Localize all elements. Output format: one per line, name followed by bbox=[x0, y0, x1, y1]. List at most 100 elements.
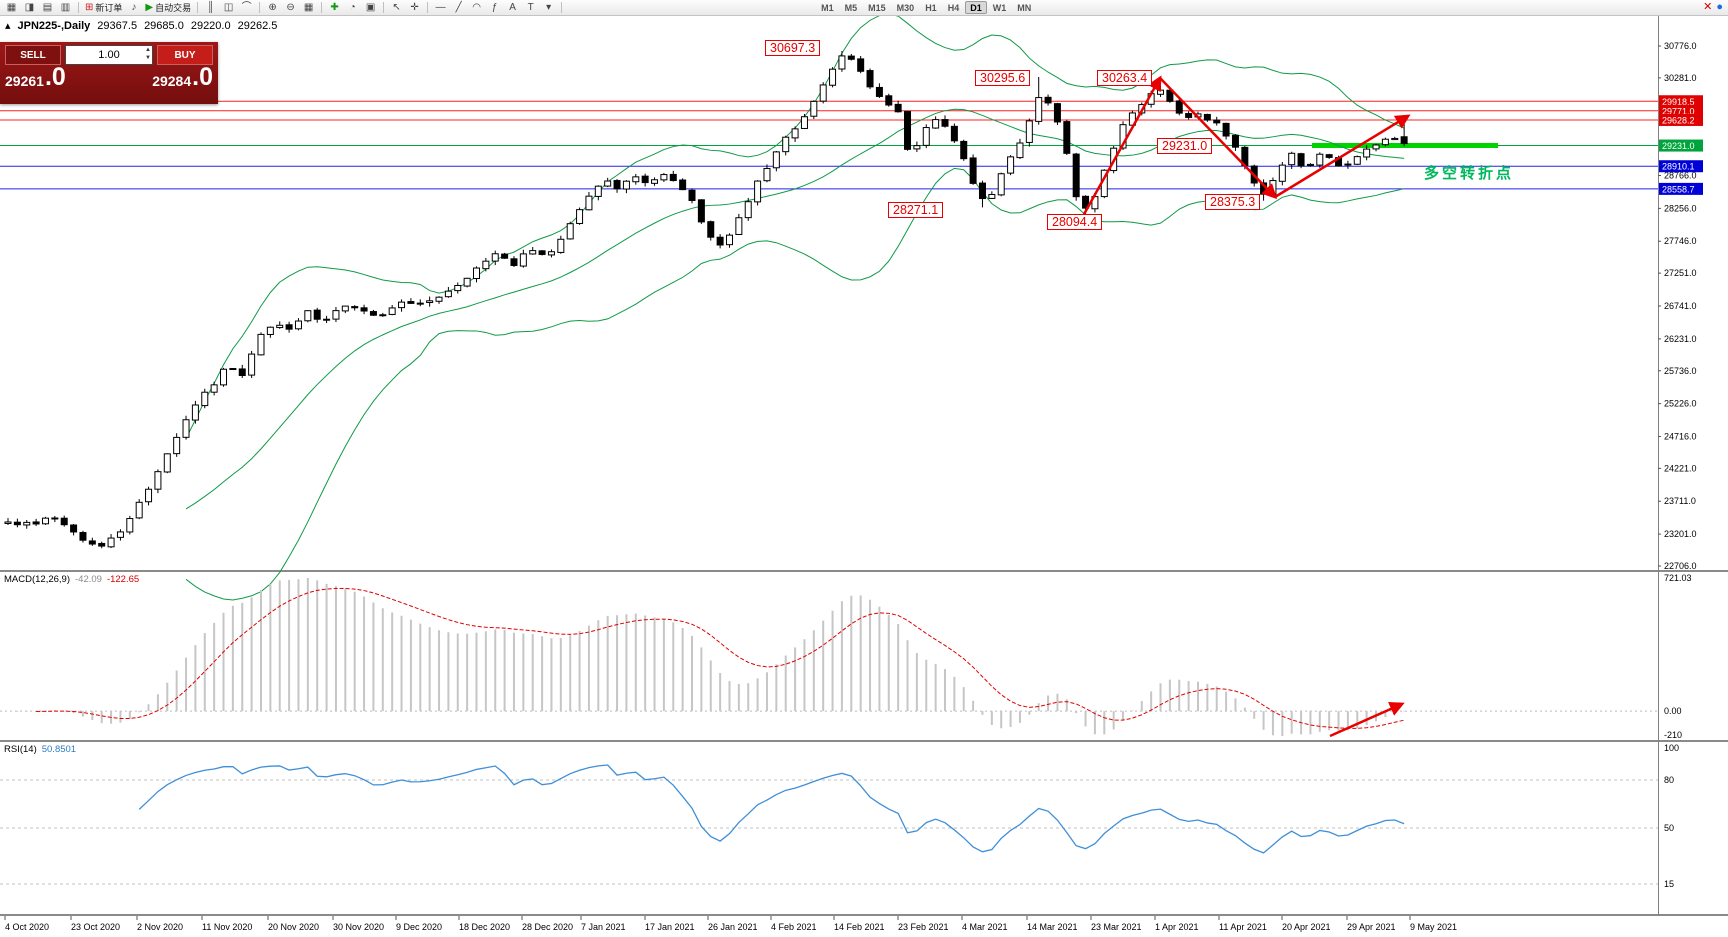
candle bbox=[163, 453, 171, 474]
sound-button[interactable]: ♪ bbox=[125, 1, 142, 15]
volume-field[interactable]: 1.00 ▲ ▼ bbox=[65, 45, 153, 65]
timeframe-mn-button[interactable]: MN bbox=[1017, 2, 1032, 13]
navigator-icon: ▥ bbox=[60, 1, 71, 13]
candle bbox=[1372, 143, 1380, 152]
price-annotation-29231.0[interactable]: 29231.0 bbox=[1157, 138, 1213, 154]
spinner-down-icon[interactable]: ▼ bbox=[145, 55, 151, 61]
candle-body bbox=[576, 209, 584, 224]
line-chart-button[interactable]: ⌒ bbox=[238, 1, 255, 15]
candle bbox=[398, 299, 406, 312]
tile-windows-button[interactable]: ▦ bbox=[300, 1, 317, 15]
candle-body bbox=[491, 253, 499, 262]
candle bbox=[885, 93, 893, 107]
price-annotation-30697.3[interactable]: 30697.3 bbox=[765, 40, 821, 56]
candle-body bbox=[1044, 96, 1052, 104]
periods-button[interactable]: ◔ bbox=[344, 1, 361, 15]
bar-chart-icon: ║ bbox=[207, 1, 215, 13]
volume-spinner[interactable]: ▲ ▼ bbox=[145, 46, 151, 62]
candle-body bbox=[1035, 97, 1043, 122]
candlestick-chart-button[interactable]: ◫ bbox=[220, 1, 237, 15]
candle bbox=[857, 56, 865, 74]
candle bbox=[800, 113, 808, 130]
price-scale-label: 25226.0 bbox=[1664, 399, 1697, 409]
horizontal-line-icon: — bbox=[435, 1, 446, 13]
market-watch-button[interactable]: ▤ bbox=[39, 1, 56, 15]
cursor-button[interactable]: ↖ bbox=[388, 1, 405, 15]
date-label: 18 Dec 2020 bbox=[459, 922, 510, 932]
candle bbox=[922, 124, 930, 149]
arrows-tool-button[interactable]: ▾ bbox=[540, 1, 557, 15]
candle-body bbox=[229, 368, 237, 371]
ask-dec: .0 bbox=[192, 63, 213, 91]
candle-body bbox=[866, 70, 874, 88]
price-tag-29231.0: 29231.0 bbox=[1662, 141, 1695, 151]
spinner-up-icon[interactable]: ▲ bbox=[145, 47, 151, 53]
timeframe-w1-button[interactable]: W1 bbox=[992, 2, 1007, 13]
label-button[interactable]: T bbox=[522, 1, 539, 15]
sell-button[interactable]: SELL bbox=[5, 45, 61, 65]
timeframe-m30-button[interactable]: M30 bbox=[896, 2, 915, 13]
bollinger-bands-layer bbox=[185, 13, 1405, 601]
timeframe-h4-button[interactable]: H4 bbox=[947, 2, 960, 13]
timeframe-m15-button[interactable]: M15 bbox=[868, 2, 886, 13]
macd-trend-arrow[interactable] bbox=[1329, 702, 1405, 738]
candle-body bbox=[88, 540, 96, 545]
price-annotation-28271.1[interactable]: 28271.1 bbox=[888, 202, 944, 218]
candle-body bbox=[1222, 122, 1230, 137]
trend-arrow[interactable] bbox=[1159, 77, 1278, 200]
macd-panel: 721.03 0.00 -210 bbox=[0, 573, 1692, 740]
cursor-icon: ↖ bbox=[392, 1, 401, 13]
candle-body bbox=[1306, 163, 1314, 166]
trendline-button[interactable]: ╱ bbox=[450, 1, 467, 15]
channel-button[interactable]: ◠ bbox=[468, 1, 485, 15]
buy-button[interactable]: BUY bbox=[157, 45, 213, 65]
price-annotation-28375.3[interactable]: 28375.3 bbox=[1205, 194, 1261, 210]
templates-button[interactable]: ▣ bbox=[362, 1, 379, 15]
candle-body bbox=[154, 471, 162, 490]
price-annotation-30295.6[interactable]: 30295.6 bbox=[975, 70, 1031, 86]
indicators-button[interactable]: ✚ bbox=[326, 1, 343, 15]
autotrading-button[interactable]: ▶ 自动交易 bbox=[143, 1, 193, 15]
candle bbox=[960, 139, 968, 161]
price-tag-28910.1: 28910.1 bbox=[1662, 162, 1695, 172]
notification-icon[interactable]: ● bbox=[1716, 1, 1723, 13]
timeframe-m1-button[interactable]: M1 bbox=[821, 2, 834, 13]
price-annotation-30263.4[interactable]: 30263.4 bbox=[1097, 70, 1153, 86]
candle bbox=[379, 312, 387, 317]
date-label: 11 Nov 2020 bbox=[202, 922, 252, 932]
rsi-name: RSI(14) bbox=[4, 744, 37, 755]
candle-body bbox=[1053, 103, 1061, 123]
candle bbox=[1063, 119, 1071, 155]
text-button[interactable]: A bbox=[504, 1, 521, 15]
candle bbox=[1297, 152, 1305, 169]
price-annotation-28094.4[interactable]: 28094.4 bbox=[1047, 214, 1103, 230]
zoom-out-button[interactable]: ⊖ bbox=[282, 1, 299, 15]
candle-body bbox=[978, 182, 986, 200]
rsi-line bbox=[138, 764, 1405, 854]
navigator-button[interactable]: ▥ bbox=[57, 1, 74, 15]
bar-chart-button[interactable]: ║ bbox=[202, 1, 219, 15]
bid-dec: .0 bbox=[44, 63, 66, 91]
crosshair-button[interactable]: ✛ bbox=[406, 1, 423, 15]
timeframe-d1-button[interactable]: D1 bbox=[965, 1, 987, 14]
candle-body bbox=[885, 95, 893, 106]
candle-body bbox=[145, 488, 153, 503]
candle bbox=[1185, 111, 1193, 120]
trend-arrow[interactable] bbox=[1076, 75, 1162, 226]
zoom-in-button[interactable]: ⊕ bbox=[264, 1, 281, 15]
new-chart-button[interactable]: ▦ bbox=[3, 1, 20, 15]
timeframe-m5-button[interactable]: M5 bbox=[844, 2, 858, 13]
price-scale-label: 22706.0 bbox=[1664, 561, 1697, 571]
horizontal-line-button[interactable]: — bbox=[432, 1, 449, 15]
candle-body bbox=[660, 174, 668, 181]
profiles-button[interactable]: ◨ bbox=[21, 1, 38, 15]
candle bbox=[1007, 155, 1015, 176]
fibonacci-icon: ƒ bbox=[491, 1, 498, 13]
new-order-button[interactable]: ⊞ 新订单 bbox=[83, 1, 124, 15]
fibonacci-button[interactable]: ƒ bbox=[486, 1, 503, 15]
candle bbox=[707, 220, 715, 241]
timeframe-h1-button[interactable]: H1 bbox=[925, 2, 937, 13]
close-button[interactable]: ✕ bbox=[1703, 1, 1713, 13]
trend-arrow[interactable] bbox=[1274, 114, 1411, 199]
